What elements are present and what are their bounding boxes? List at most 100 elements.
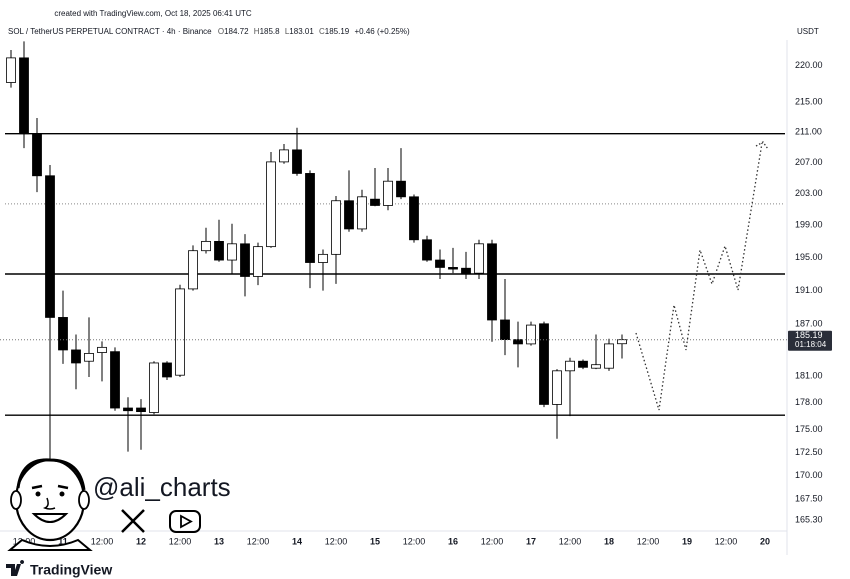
ohlc-label: O <box>218 27 224 36</box>
x-tick-label: 19 <box>682 536 692 546</box>
candle-body <box>331 200 341 255</box>
youtube-icon <box>169 510 201 533</box>
candle-body <box>513 339 523 345</box>
x-tick-label: 12:00 <box>715 536 738 546</box>
x-tick-label: 11 <box>58 536 68 546</box>
currency: USDT <box>797 27 819 36</box>
x-tick-label: 12:00 <box>91 536 114 546</box>
candle-body <box>383 180 393 206</box>
y-tick-label: 187.00 <box>795 319 823 329</box>
x-tick-label: 17 <box>526 536 536 546</box>
projection-path <box>635 142 763 411</box>
candle-body <box>487 243 497 321</box>
countdown: 01:18:04 <box>795 340 827 349</box>
last-price-box <box>788 330 832 351</box>
tv-logo <box>6 560 25 576</box>
candle-body <box>253 246 263 277</box>
ohlc-value: 184.72 <box>224 27 249 36</box>
x-tick-label: 12:00 <box>403 536 426 546</box>
candle-body <box>305 173 315 263</box>
candle-body <box>188 250 198 290</box>
candle-body <box>318 253 328 263</box>
candle-body <box>175 288 185 376</box>
candle-body <box>6 57 16 83</box>
candle-body <box>279 149 289 163</box>
x-tick-label: 12:00 <box>637 536 660 546</box>
candle-body <box>344 200 354 230</box>
avatar-nose <box>42 497 56 510</box>
avatar-ear <box>10 490 22 510</box>
candle-body <box>97 346 107 353</box>
x-tick-label: 12:00 <box>325 536 348 546</box>
y-tick-label: 207.00 <box>795 157 823 167</box>
candle-body <box>123 407 133 412</box>
x-icon <box>121 509 145 533</box>
y-tick-label: 178.00 <box>795 397 823 407</box>
candle-body <box>292 149 302 174</box>
candle-body <box>32 133 42 177</box>
y-tick-label: 220.00 <box>795 60 823 70</box>
ohlc-label: C <box>319 27 325 36</box>
candle-body <box>526 324 536 345</box>
youtube-play <box>180 514 193 529</box>
avatar-hair <box>16 458 86 491</box>
candle-body <box>110 351 120 409</box>
y-tick-label: 181.00 <box>795 370 823 380</box>
candle-body <box>422 239 432 261</box>
candle-body <box>71 349 81 364</box>
x-tick-label: 13 <box>214 536 224 546</box>
x-tick-label: 12:00 <box>247 536 270 546</box>
candle-body <box>240 243 250 277</box>
x-tick-label: 12:00 <box>559 536 582 546</box>
candle-body <box>539 323 549 405</box>
avatar-head <box>14 458 86 542</box>
avatar-collar <box>7 538 93 551</box>
projection-arrow <box>755 141 769 150</box>
candle-body <box>357 196 367 230</box>
candle-body <box>461 267 471 274</box>
x-tick-label: 12:00 <box>481 536 504 546</box>
watermark: @ali_charts <box>93 472 231 502</box>
candle-body <box>227 243 237 261</box>
author-badge: @ali_charts <box>7 458 231 551</box>
x-tick-label: 15 <box>370 536 380 546</box>
candle-body <box>201 240 211 252</box>
y-tick-label: 167.50 <box>795 494 823 504</box>
candle-body <box>552 370 562 405</box>
candle-body <box>591 364 601 369</box>
x-tick-label: 18 <box>604 536 614 546</box>
y-tick-label: 215.00 <box>795 97 823 107</box>
y-tick-label: 172.50 <box>795 447 823 457</box>
legend-line: SOL / TetherUS PERPETUAL CONTRACT · 4h ·… <box>8 27 410 36</box>
x-tick-label: 14 <box>292 536 302 546</box>
ohlc-value: 185.8 <box>260 27 281 36</box>
candle-body <box>370 198 380 206</box>
ohlc-label: L <box>285 27 290 36</box>
candle-body <box>58 317 68 351</box>
candle-body <box>84 352 94 362</box>
ohlc-label: H <box>254 27 260 36</box>
change: +0.46 (+0.25%) <box>354 27 409 36</box>
y-tick-label: 175.00 <box>795 424 823 434</box>
footer-brand: TradingView <box>30 562 112 578</box>
ohlc-value: 183.01 <box>289 27 314 36</box>
candle-body <box>474 243 484 274</box>
x-tick-label: 12:00 <box>169 536 192 546</box>
y-tick-label: 195.00 <box>795 252 823 262</box>
y-tick-label: 203.00 <box>795 188 823 198</box>
projection <box>635 141 769 411</box>
ohlc-value: 185.19 <box>325 27 350 36</box>
candle-body <box>565 360 575 372</box>
symbol: SOL / TetherUS PERPETUAL CONTRACT · 4h ·… <box>8 27 212 36</box>
candle-body <box>448 267 458 270</box>
candle-body <box>617 339 627 345</box>
candle-body <box>214 240 224 261</box>
created-note: created with TradingView.com, Oct 18, 20… <box>54 9 252 18</box>
avatar-eye <box>59 491 65 497</box>
y-tick-label: 199.00 <box>795 220 823 230</box>
candle-body <box>19 57 29 135</box>
avatar-eye <box>35 491 41 497</box>
candle-body <box>604 343 614 369</box>
candle-body <box>136 407 146 413</box>
